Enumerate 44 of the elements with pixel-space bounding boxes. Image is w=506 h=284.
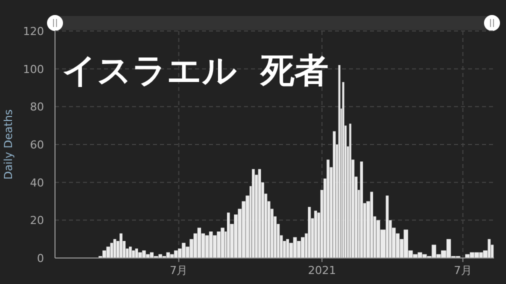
y-tick-label: 80 bbox=[30, 100, 44, 114]
y-tick-label: 0 bbox=[37, 252, 44, 265]
bar bbox=[220, 228, 224, 258]
bar bbox=[349, 124, 352, 258]
x-tick-label: 2021 bbox=[308, 264, 336, 277]
bar bbox=[135, 248, 138, 258]
y-axis-title: Daily Deaths bbox=[2, 109, 15, 180]
bar bbox=[170, 254, 174, 258]
bar bbox=[360, 162, 363, 258]
bar bbox=[465, 254, 470, 258]
bar bbox=[174, 250, 178, 258]
bar bbox=[142, 250, 146, 258]
y-tick-label: 40 bbox=[30, 176, 44, 190]
y-tick-label: 20 bbox=[30, 214, 44, 228]
bar bbox=[216, 232, 220, 258]
bar bbox=[128, 246, 132, 258]
bar bbox=[308, 206, 311, 258]
bar bbox=[213, 235, 217, 258]
bar bbox=[146, 254, 150, 258]
bar bbox=[297, 240, 301, 258]
bar bbox=[286, 239, 289, 258]
bar bbox=[106, 246, 110, 258]
x-tick-label: 7月 bbox=[170, 264, 188, 277]
bar bbox=[314, 210, 318, 258]
x-tick-label: 7月 bbox=[454, 264, 472, 277]
text: イスラエル 死者 bbox=[62, 51, 329, 91]
bar bbox=[370, 192, 374, 258]
bar bbox=[132, 250, 135, 258]
y-tick-label: 100 bbox=[23, 62, 44, 76]
bar bbox=[205, 235, 209, 258]
bar bbox=[102, 250, 106, 258]
bar bbox=[227, 212, 230, 258]
y-tick-label: 120 bbox=[23, 25, 44, 38]
y-tick-label: 60 bbox=[30, 138, 44, 152]
bar bbox=[197, 228, 202, 258]
bar bbox=[293, 237, 297, 258]
bar bbox=[182, 242, 186, 258]
bar bbox=[300, 237, 305, 258]
bar bbox=[404, 230, 408, 258]
bar bbox=[338, 65, 340, 258]
bar bbox=[326, 160, 330, 258]
bar bbox=[120, 233, 122, 258]
bar bbox=[258, 169, 261, 258]
bar bbox=[209, 232, 213, 258]
